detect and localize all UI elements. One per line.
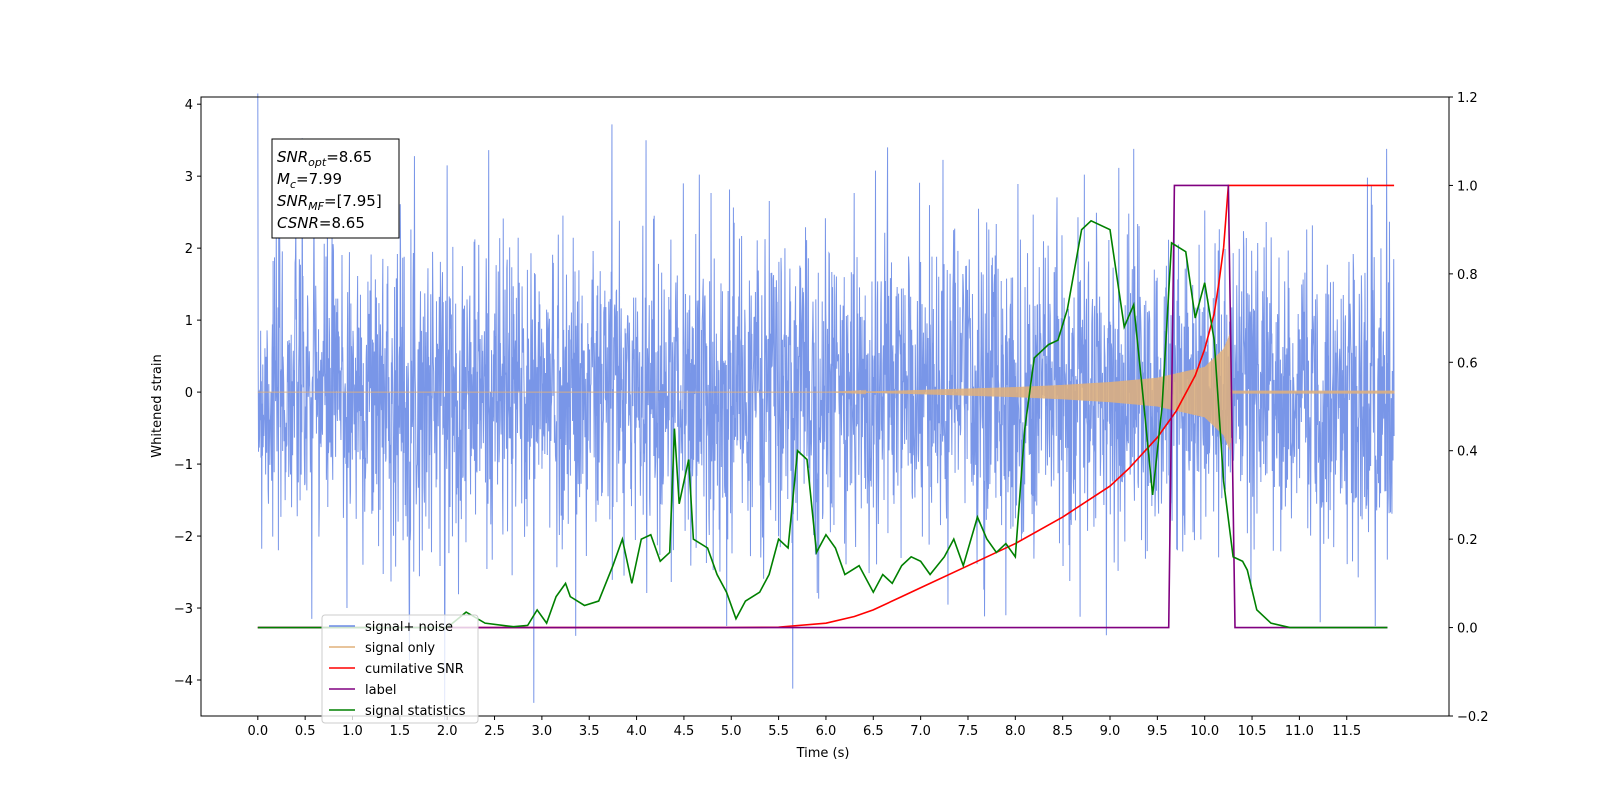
x-tick-label: 3.5	[579, 724, 600, 739]
x-tick-label: 6.0	[816, 724, 837, 739]
y-left-tick-label: 1	[185, 314, 193, 329]
series-label	[257, 184, 1388, 629]
axes-frame	[200, 96, 1450, 717]
legend-frame	[321, 614, 479, 724]
y-left-tick-label: 0	[185, 386, 193, 401]
x-tick-label: 9.5	[1147, 724, 1168, 739]
x-tick-label: 4.0	[626, 724, 647, 739]
x-tick-label: 2.0	[437, 724, 458, 739]
legend-label: signal+ noise	[365, 620, 453, 635]
y-left-tick-label: −4	[174, 674, 193, 689]
x-tick-label: 7.5	[958, 724, 979, 739]
x-tick-label: 11.5	[1332, 724, 1361, 739]
x-tick-label: 10.5	[1238, 724, 1267, 739]
x-tick-label: 9.0	[1100, 724, 1121, 739]
x-tick-label: 1.5	[390, 724, 411, 739]
y-left-tick-label: −3	[174, 602, 193, 617]
x-tick-label: 8.0	[1005, 724, 1026, 739]
y-left-tick-label: −2	[174, 530, 193, 545]
y-right-tick-label: 0.0	[1457, 622, 1478, 637]
x-tick-label: 5.5	[768, 724, 789, 739]
y-right-tick-label: 1.2	[1457, 91, 1478, 106]
x-tick-label: 3.0	[532, 724, 553, 739]
legend-label: signal statistics	[365, 704, 466, 719]
x-tick-label: 1.0	[342, 724, 363, 739]
series-signal-only	[257, 333, 1395, 451]
legend-label: cumilative SNR	[365, 662, 464, 677]
legend-label: label	[365, 683, 396, 698]
annotation-line: Mc=7.99	[277, 170, 342, 191]
x-tick-label: 2.5	[484, 724, 505, 739]
axis-ticks: 0.0 0.5 1.0 1.5 2.0 2.5 3.0 3.5 4.0 4.5 5.0 5.5 6.0 6…	[174, 91, 1489, 739]
x-tick-label: 11.0	[1285, 724, 1314, 739]
y-right-tick-label: 0.8	[1457, 268, 1478, 283]
series-signal-statistics	[257, 219, 1388, 629]
x-axis-label: Time (s)	[796, 746, 850, 761]
y-left-tick-label: 2	[185, 242, 193, 257]
x-tick-label: 7.0	[910, 724, 931, 739]
plot-area	[257, 93, 1395, 721]
legend: signal+ noise signal only cumilative SNR la…	[321, 614, 479, 724]
y-right-tick-label: 1.0	[1457, 179, 1478, 194]
annotation-frame	[271, 138, 400, 239]
series-signal-noise	[257, 93, 1395, 721]
annotation-line: CSNR=8.65	[277, 214, 365, 232]
x-tick-label: 10.0	[1190, 724, 1219, 739]
y-right-tick-label: 0.4	[1457, 445, 1478, 460]
x-tick-label: 6.5	[863, 724, 884, 739]
annotation-line: SNRopt=8.65	[277, 148, 372, 169]
x-tick-label: 8.5	[1052, 724, 1073, 739]
legend-label: signal only	[365, 641, 435, 656]
y-right-tick-label: −0.2	[1457, 710, 1489, 725]
y-left-tick-label: 3	[185, 170, 193, 185]
y-left-tick-label: 4	[185, 98, 193, 113]
y-axis-label: Whitened strain	[150, 354, 165, 457]
y-left-tick-label: −1	[174, 458, 193, 473]
x-tick-label: 4.5	[674, 724, 695, 739]
series-cumilative-snr	[257, 184, 1395, 629]
annotation-line: SNRMF=[7.95]	[277, 192, 382, 213]
x-tick-label: 5.0	[721, 724, 742, 739]
y-right-tick-label: 0.6	[1457, 356, 1478, 371]
x-tick-label: 0.5	[295, 724, 316, 739]
x-tick-label: 0.0	[247, 724, 268, 739]
y-right-tick-label: 0.2	[1457, 533, 1478, 548]
